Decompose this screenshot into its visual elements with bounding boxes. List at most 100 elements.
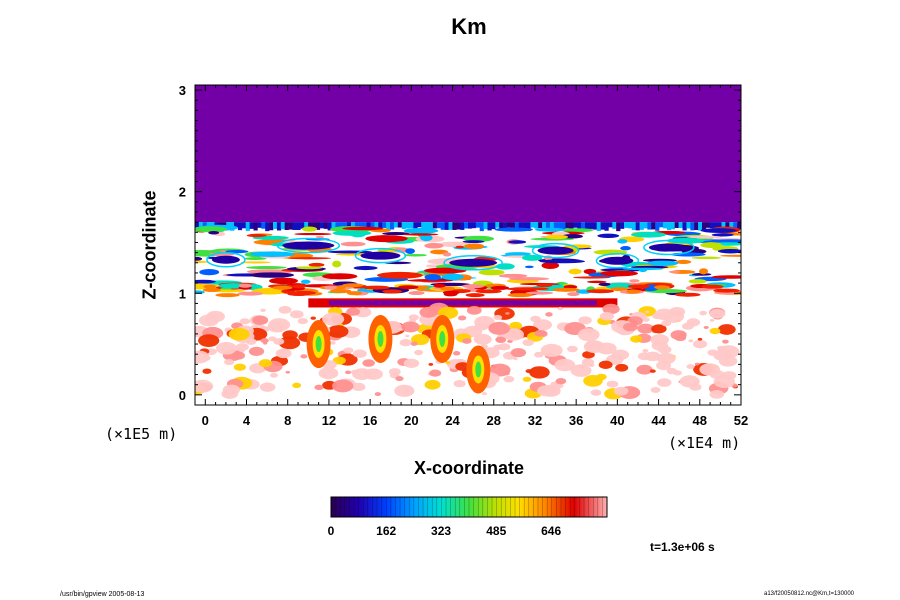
boundary-cell bbox=[585, 222, 590, 230]
turbulent-streak bbox=[424, 274, 441, 281]
band-streak bbox=[475, 289, 502, 294]
band-streak bbox=[654, 285, 670, 290]
boundary-cell bbox=[284, 222, 289, 231]
turbulent-streak bbox=[240, 261, 271, 264]
turbulent-streak bbox=[438, 241, 472, 248]
boundary-cell bbox=[526, 222, 531, 231]
boundary-cell bbox=[471, 222, 477, 229]
turbulent-streak bbox=[195, 260, 210, 264]
boundary-cell bbox=[538, 222, 543, 229]
turbulent-streak bbox=[720, 254, 741, 257]
upper-layer bbox=[195, 85, 741, 223]
lower-patch bbox=[498, 343, 511, 351]
lower-patch bbox=[567, 345, 578, 353]
band-streak bbox=[507, 293, 533, 298]
lower-patch bbox=[202, 368, 212, 374]
lower-patch bbox=[352, 368, 372, 380]
lower-patch bbox=[598, 360, 613, 370]
lower-patch bbox=[466, 305, 482, 315]
x-axis-label: X-coordinate bbox=[413, 458, 524, 478]
turbulent-streak bbox=[332, 260, 342, 268]
x-axis: 0 4 8 12 16 20 24 28 32 36 40 44 48 52 bbox=[194, 85, 748, 428]
lower-patch bbox=[522, 376, 532, 382]
band-streak bbox=[382, 289, 403, 294]
boundary-cell bbox=[592, 222, 597, 230]
boundary-cell bbox=[323, 222, 328, 229]
footer-left: /usr/bin/gpview 2005-08-13 bbox=[60, 591, 145, 598]
footer-right: a13/f20050812.nc@Km,t=130000 bbox=[764, 591, 854, 597]
x-tick-label: 44 bbox=[651, 413, 666, 428]
turbulent-streak bbox=[668, 270, 681, 273]
turbulent-streak bbox=[572, 276, 611, 279]
lower-patch bbox=[455, 362, 470, 371]
boundary-cell bbox=[698, 222, 703, 231]
boundary-cell bbox=[600, 222, 605, 230]
boundary-cell bbox=[448, 222, 453, 230]
boundary-cell bbox=[300, 222, 305, 229]
heatmap-field bbox=[195, 85, 741, 400]
plume-center bbox=[315, 336, 322, 353]
boundary-cell bbox=[409, 222, 414, 229]
turbulent-streak bbox=[208, 231, 220, 235]
lower-patch bbox=[362, 359, 375, 367]
lower-patch bbox=[493, 314, 503, 321]
lower-patch bbox=[248, 346, 265, 356]
lower-patch bbox=[581, 358, 595, 366]
blob-outline bbox=[206, 251, 246, 268]
band-streak bbox=[490, 285, 509, 290]
boundary-cell bbox=[534, 222, 539, 229]
band-streak bbox=[443, 292, 458, 297]
band-streak bbox=[272, 285, 293, 290]
blob-outline bbox=[643, 239, 695, 256]
boundary-cell bbox=[327, 222, 332, 231]
boundary-cell bbox=[245, 222, 250, 231]
boundary-cell bbox=[195, 222, 200, 230]
turbulent-streak bbox=[308, 262, 325, 267]
lower-patch bbox=[545, 312, 553, 317]
lower-patch bbox=[649, 369, 656, 373]
lower-patch bbox=[352, 349, 367, 358]
turbulent-streak bbox=[561, 228, 594, 233]
low-value-blob bbox=[648, 243, 689, 252]
lower-patch bbox=[613, 386, 629, 396]
boundary-cell bbox=[198, 222, 204, 230]
band-streak bbox=[701, 284, 724, 289]
turbulent-streak bbox=[199, 268, 220, 276]
y-tick-label: 2 bbox=[179, 185, 186, 200]
x-tick-label: 28 bbox=[487, 413, 501, 428]
lower-patch bbox=[709, 390, 725, 399]
lower-patch bbox=[503, 371, 510, 376]
boundary-cell bbox=[206, 222, 211, 228]
lower-patch bbox=[410, 341, 418, 346]
boundary-cell bbox=[226, 222, 231, 229]
lower-patch bbox=[555, 377, 567, 385]
lower-patch bbox=[327, 325, 349, 338]
boundary-cell bbox=[643, 222, 648, 229]
colorbar-tick-label: 0 bbox=[328, 524, 335, 538]
low-value-blob bbox=[601, 256, 634, 265]
boundary-cell bbox=[425, 222, 430, 231]
x-tick-label: 48 bbox=[693, 413, 707, 428]
lower-patch bbox=[578, 316, 592, 325]
boundary-cell bbox=[514, 222, 519, 231]
lower-patch bbox=[599, 312, 615, 321]
lower-patch bbox=[644, 351, 661, 362]
boundary-cell bbox=[331, 222, 336, 230]
lower-patch bbox=[322, 312, 345, 326]
turbulent-streak bbox=[698, 268, 709, 275]
lower-patch bbox=[268, 318, 291, 332]
lower-patch bbox=[278, 348, 289, 355]
lower-patch bbox=[623, 322, 638, 332]
turbulent-streak bbox=[300, 279, 311, 284]
turbulent-streak bbox=[691, 256, 722, 260]
turbulent-streak bbox=[498, 273, 528, 278]
lower-patch bbox=[590, 389, 602, 396]
boundary-cell bbox=[659, 222, 664, 228]
turbulent-streak bbox=[365, 235, 408, 243]
band-streak bbox=[626, 289, 641, 294]
boundary-cell bbox=[308, 222, 313, 229]
band-streak bbox=[610, 287, 629, 292]
band-streak bbox=[536, 283, 553, 288]
blob-outline bbox=[276, 237, 341, 254]
